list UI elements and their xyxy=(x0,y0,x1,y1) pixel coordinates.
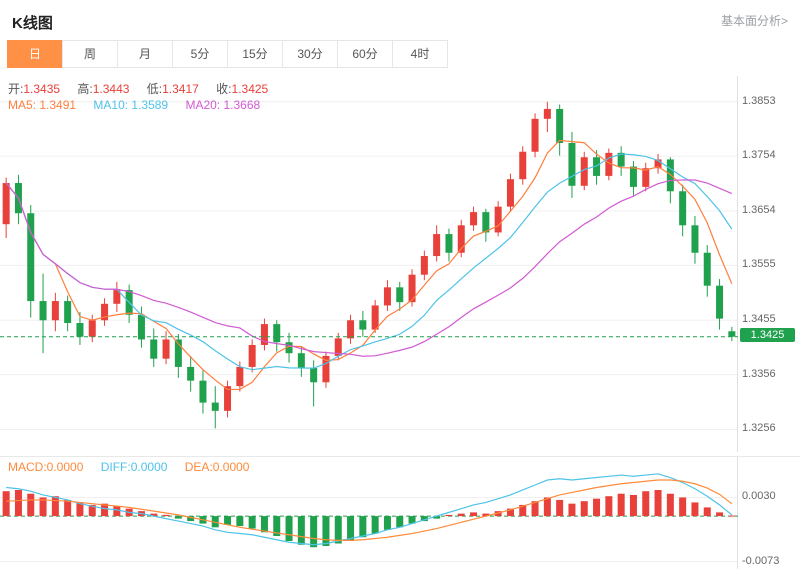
dea-label: DEA: xyxy=(184,460,213,474)
ma20-label: MA20: xyxy=(185,98,224,112)
price-axis-tick: 1.3356 xyxy=(742,367,776,380)
period-tab-60分[interactable]: 60分 xyxy=(337,40,393,68)
macd-axis-tick: 0.0030 xyxy=(742,490,776,503)
period-tab-周[interactable]: 周 xyxy=(62,40,118,68)
ma10-value: 1.3589 xyxy=(131,98,169,112)
macd-value: 0.0000 xyxy=(46,460,84,474)
diff-value: 0.0000 xyxy=(130,460,168,474)
header: K线图 基本面分析> xyxy=(0,0,800,40)
ohlc-legend: 开:1.3435 高:1.3443 低:1.3417 收:1.3425 xyxy=(8,80,282,97)
high-value: 1.3443 xyxy=(92,82,130,96)
macd-axis-tick: -0.0073 xyxy=(742,554,780,567)
ma-legend: MA5: 1.3491 MA10: 1.3589 MA20: 1.3668 xyxy=(8,98,274,112)
macd-legend: MACD:0.0000 DIFF:0.0000 DEA:0.0000 xyxy=(8,460,263,474)
ma5-field: MA5: 1.3491 xyxy=(8,98,76,112)
period-tab-日[interactable]: 日 xyxy=(7,40,63,68)
open-value: 1.3435 xyxy=(23,82,61,96)
low-field: 低:1.3417 xyxy=(147,82,199,96)
open-label: 开: xyxy=(8,82,24,96)
low-label: 低: xyxy=(146,82,163,96)
period-tab-30分[interactable]: 30分 xyxy=(282,40,338,68)
ma20-value: 1.3668 xyxy=(223,98,261,112)
low-value: 1.3417 xyxy=(162,82,199,96)
close-label: 收: xyxy=(216,82,232,96)
price-axis-tick: 1.3654 xyxy=(742,204,776,217)
high-field: 高:1.3443 xyxy=(77,82,129,96)
diff-label: DIFF: xyxy=(100,460,131,474)
period-tab-4时[interactable]: 4时 xyxy=(392,40,448,68)
ma20-field: MA20: 1.3668 xyxy=(185,98,260,112)
price-axis-tick: 1.3555 xyxy=(742,258,776,271)
page-title: K线图 xyxy=(12,15,53,32)
high-label: 高: xyxy=(77,82,93,96)
ma5-value: 1.3491 xyxy=(39,98,77,112)
price-axis-tick: 1.3853 xyxy=(742,94,776,107)
open-field: 开:1.3435 xyxy=(8,82,60,96)
price-axis-tick: 1.3455 xyxy=(742,313,776,326)
diff-field: DIFF:0.0000 xyxy=(101,460,168,474)
period-tab-5分[interactable]: 5分 xyxy=(172,40,228,68)
macd-label: MACD: xyxy=(8,460,47,474)
ma10-field: MA10: 1.3589 xyxy=(93,98,168,112)
period-tab-月[interactable]: 月 xyxy=(117,40,173,68)
period-tab-15分[interactable]: 15分 xyxy=(227,40,283,68)
period-tabs: 日周月 5分 15分 30分 60分 4时 xyxy=(7,40,800,68)
macd-panel: 0.0030 -0.0073 MACD:0.0000 DIFF:0.0000 DE… xyxy=(0,456,800,569)
macd-field: MACD:0.0000 xyxy=(8,460,83,474)
ma10-label: MA10: xyxy=(93,98,132,112)
dea-value: 0.0000 xyxy=(212,460,250,474)
current-price-tag: 1.3425 xyxy=(740,327,795,342)
fundamental-analysis-link[interactable]: 基本面分析> xyxy=(720,14,788,28)
dea-field: DEA:0.0000 xyxy=(185,460,250,474)
close-value: 1.3425 xyxy=(231,82,269,96)
close-field: 收:1.3425 xyxy=(216,82,268,96)
ma5-label: MA5: xyxy=(8,98,40,112)
price-axis-tick: 1.3256 xyxy=(742,422,776,435)
macd-chart[interactable] xyxy=(0,457,738,569)
price-axis-tick: 1.3754 xyxy=(742,149,776,162)
main-chart-panel: 1.3853 1.3754 1.3654 1.3555 1.3455 1.3356 1.32… xyxy=(0,76,800,452)
candlestick-chart[interactable] xyxy=(0,76,738,452)
